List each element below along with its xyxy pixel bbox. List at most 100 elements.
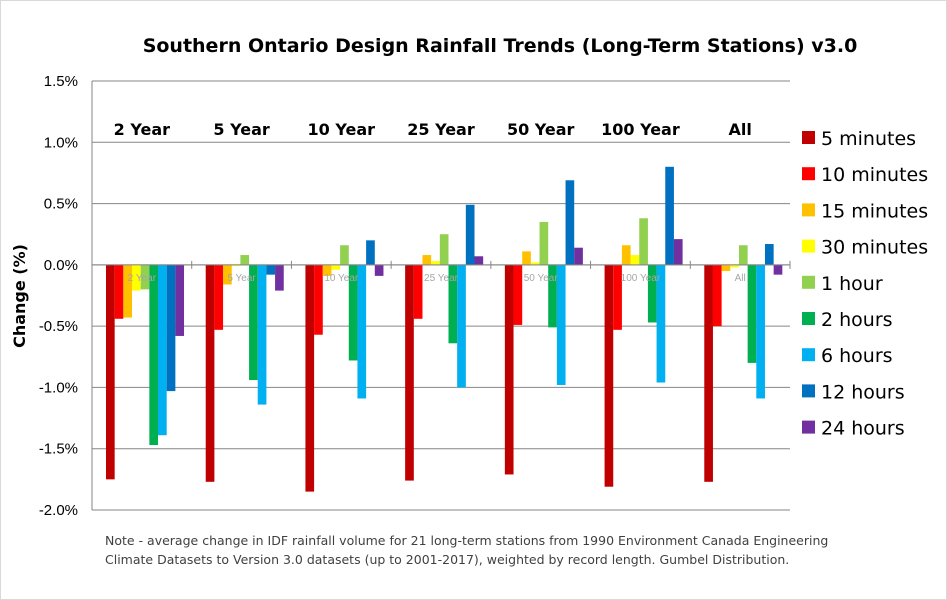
bar — [721, 264, 731, 271]
legend-swatch — [802, 239, 815, 253]
y-tick-label: 1.0% — [44, 134, 78, 151]
y-tick-label: -2.0% — [39, 502, 78, 519]
bar — [223, 264, 232, 285]
bar — [556, 264, 566, 385]
bar — [712, 264, 722, 327]
legend-label: 24 hours — [821, 418, 905, 440]
bar — [747, 264, 757, 363]
bar — [565, 180, 575, 265]
bar — [340, 245, 349, 265]
y-tick-label: -0.5% — [39, 318, 78, 335]
bar — [231, 264, 241, 267]
group-label: 2 Year — [114, 120, 170, 139]
group-label: 50 Year — [507, 120, 575, 139]
bar — [738, 245, 748, 265]
bar — [465, 204, 475, 265]
bar — [374, 264, 384, 276]
bar — [613, 264, 622, 330]
legend-label: 6 hours — [821, 345, 893, 367]
x-tick-label: 2 Year — [128, 273, 157, 284]
x-tick-label: All — [735, 273, 746, 284]
bar — [656, 264, 666, 383]
bar — [522, 251, 531, 265]
bar — [149, 264, 159, 446]
bar — [158, 264, 167, 436]
legend-swatch — [802, 348, 815, 362]
y-axis-label: Change (%) — [10, 244, 29, 348]
legend-label: 10 minutes — [821, 164, 928, 186]
bar — [140, 264, 150, 290]
bar — [275, 264, 284, 291]
legend-label: 2 hours — [821, 309, 893, 331]
bar — [647, 264, 657, 323]
bar — [322, 264, 332, 276]
bar — [665, 166, 674, 265]
y-tick-label: -1.0% — [39, 379, 78, 396]
bar — [249, 264, 258, 381]
bar — [756, 264, 765, 399]
bar — [673, 239, 683, 265]
bar — [166, 264, 176, 392]
bar — [773, 264, 783, 275]
bar — [639, 218, 648, 265]
group-label: 5 Year — [213, 120, 269, 139]
chart-title: Southern Ontario Design Rainfall Trends … — [143, 35, 858, 57]
legend-swatch — [802, 167, 815, 181]
bar — [630, 255, 640, 265]
bar — [405, 264, 414, 481]
bar — [621, 245, 631, 265]
y-tick-label: -1.5% — [39, 441, 78, 458]
bar — [266, 264, 276, 275]
bar — [366, 240, 375, 265]
legend-label: 1 hour — [821, 273, 883, 295]
bar — [574, 247, 583, 265]
bar — [730, 264, 739, 268]
bar — [457, 264, 466, 388]
bar — [132, 264, 141, 291]
bar — [504, 264, 514, 475]
bar — [106, 264, 115, 480]
legend-swatch — [802, 275, 815, 289]
x-tick-label: 100 Year — [621, 273, 661, 284]
bar — [431, 261, 440, 265]
legend-swatch — [802, 420, 815, 434]
bar — [205, 264, 215, 482]
x-tick-label: 50 Year — [524, 273, 559, 284]
note-line-1: Note - average change in IDF rainfall vo… — [105, 533, 828, 548]
legend-label: 30 minutes — [821, 237, 928, 259]
legend-swatch — [802, 312, 815, 325]
bar — [240, 255, 250, 265]
group-label: 25 Year — [407, 120, 475, 139]
bar — [123, 264, 133, 318]
x-tick-label: 5 Year — [227, 273, 256, 284]
legend-swatch — [802, 131, 815, 144]
group-label: All — [728, 120, 751, 139]
legend-label: 12 hours — [821, 381, 905, 403]
legend-label: 15 minutes — [821, 200, 928, 222]
y-tick-label: 1.5% — [44, 73, 78, 90]
bar — [439, 234, 449, 265]
bar — [530, 262, 540, 265]
bar — [704, 264, 713, 482]
bar — [604, 264, 614, 487]
x-tick-label: 10 Year — [324, 273, 359, 284]
y-tick-label: 0.0% — [44, 257, 78, 274]
group-label: 100 Year — [601, 120, 680, 139]
y-tick-label: 0.5% — [44, 196, 78, 213]
x-tick-label: 25 Year — [424, 273, 459, 284]
bar — [422, 255, 432, 265]
bar — [257, 264, 267, 405]
bar — [357, 264, 367, 399]
bar — [348, 264, 358, 361]
bar — [513, 264, 523, 325]
bar — [314, 264, 323, 335]
bar — [474, 256, 484, 265]
bar — [114, 264, 124, 319]
group-label: 10 Year — [308, 120, 376, 139]
bar — [214, 264, 224, 330]
bar — [331, 264, 341, 270]
bar — [539, 221, 549, 265]
bar — [548, 264, 557, 328]
bar — [764, 244, 774, 265]
